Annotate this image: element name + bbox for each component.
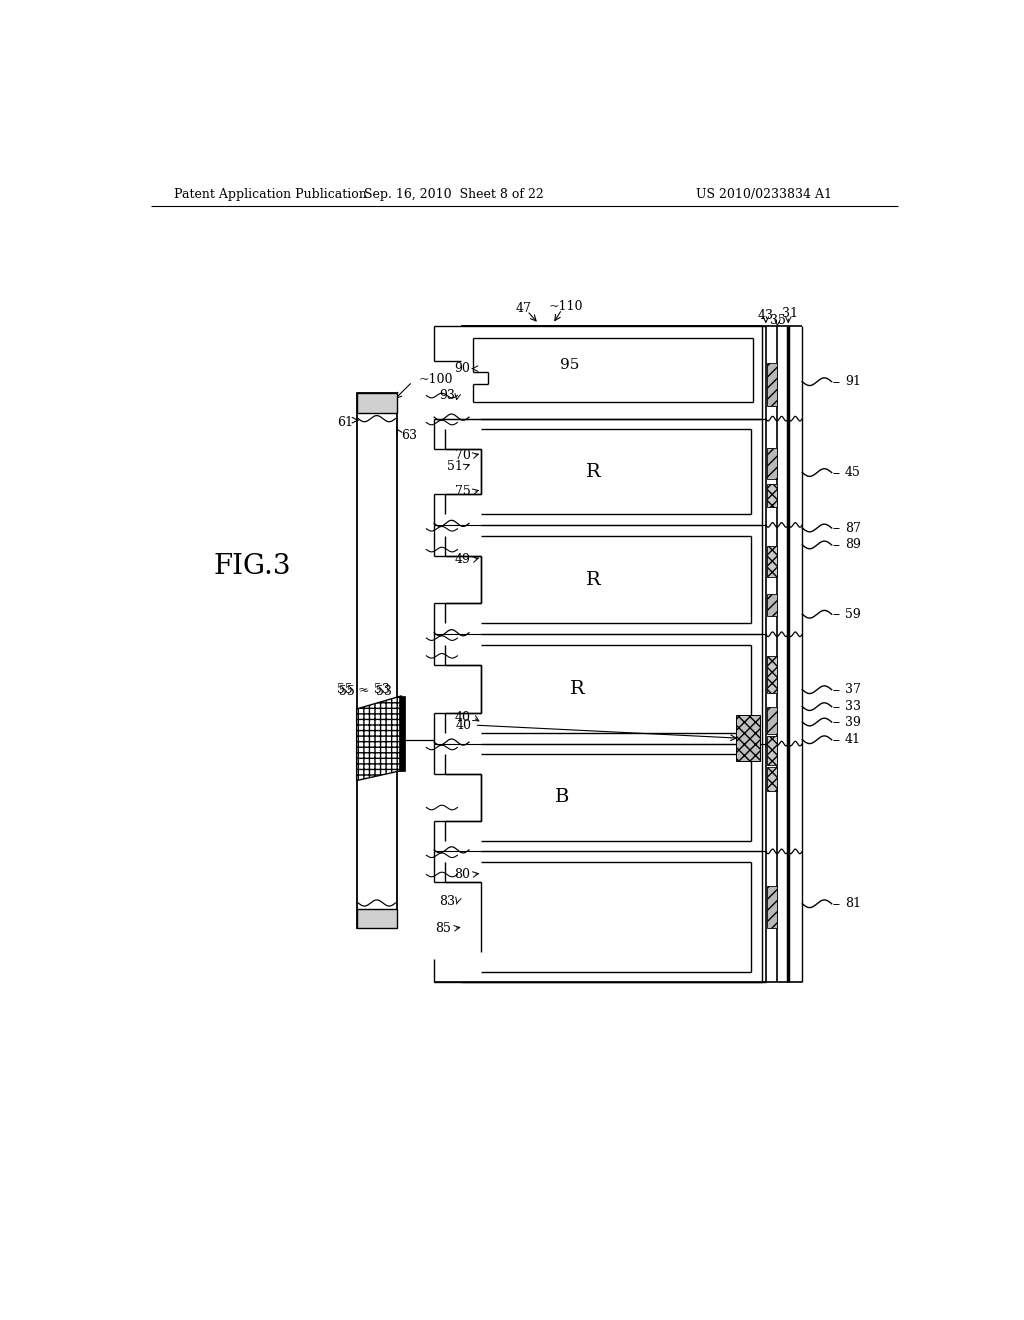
Text: 61: 61 bbox=[337, 416, 352, 429]
Text: 95: 95 bbox=[560, 358, 580, 372]
Text: 47: 47 bbox=[515, 302, 531, 315]
Text: 90: 90 bbox=[455, 362, 471, 375]
Text: 33: 33 bbox=[845, 700, 861, 713]
Bar bbox=[767, 708, 777, 734]
Text: ~: ~ bbox=[357, 684, 368, 696]
Text: ~100: ~100 bbox=[419, 372, 454, 385]
Text: 55: 55 bbox=[339, 685, 355, 698]
Bar bbox=[736, 715, 760, 762]
Text: B: B bbox=[555, 788, 569, 807]
Text: 85: 85 bbox=[435, 921, 452, 935]
Text: 70: 70 bbox=[455, 449, 471, 462]
Text: 40: 40 bbox=[455, 711, 471, 723]
Bar bbox=[767, 656, 777, 693]
Text: 35: 35 bbox=[770, 314, 786, 326]
Text: 83: 83 bbox=[439, 895, 455, 908]
Text: 45: 45 bbox=[845, 466, 861, 479]
Text: ~: ~ bbox=[359, 685, 370, 698]
Bar bbox=[767, 767, 777, 792]
Text: 31: 31 bbox=[782, 306, 798, 319]
Bar bbox=[767, 447, 777, 479]
Bar bbox=[356, 909, 397, 928]
Text: 75: 75 bbox=[455, 486, 471, 499]
Text: R: R bbox=[570, 680, 585, 698]
Text: 55: 55 bbox=[337, 684, 352, 696]
Bar bbox=[767, 886, 777, 928]
Text: 39: 39 bbox=[845, 715, 861, 729]
Text: 91: 91 bbox=[845, 375, 861, 388]
Text: 41: 41 bbox=[845, 733, 861, 746]
Text: 93: 93 bbox=[439, 389, 455, 403]
Text: US 2010/0233834 A1: US 2010/0233834 A1 bbox=[695, 187, 831, 201]
Bar bbox=[767, 546, 777, 577]
Bar bbox=[767, 737, 777, 766]
Text: 53: 53 bbox=[376, 685, 392, 698]
Bar bbox=[767, 484, 777, 507]
Text: 87: 87 bbox=[845, 521, 861, 535]
Polygon shape bbox=[356, 393, 397, 928]
Text: 81: 81 bbox=[845, 898, 861, 911]
Text: 80: 80 bbox=[455, 869, 471, 880]
Text: Sep. 16, 2010  Sheet 8 of 22: Sep. 16, 2010 Sheet 8 of 22 bbox=[364, 187, 544, 201]
Text: 89: 89 bbox=[845, 539, 861, 552]
Text: R: R bbox=[586, 463, 600, 480]
Text: 51: 51 bbox=[446, 459, 463, 473]
Text: 59: 59 bbox=[845, 607, 860, 620]
Text: FIG.3: FIG.3 bbox=[213, 553, 291, 579]
Bar bbox=[399, 696, 406, 771]
Bar bbox=[767, 363, 777, 405]
Text: 63: 63 bbox=[400, 429, 417, 442]
Text: 49: 49 bbox=[455, 553, 471, 566]
Bar bbox=[356, 393, 397, 412]
Text: 53: 53 bbox=[374, 684, 389, 696]
Text: ~110: ~110 bbox=[549, 300, 583, 313]
Text: 40: 40 bbox=[456, 718, 471, 731]
Text: 43: 43 bbox=[758, 309, 774, 322]
Polygon shape bbox=[356, 696, 401, 780]
Text: 37: 37 bbox=[845, 684, 861, 696]
Text: Patent Application Publication: Patent Application Publication bbox=[174, 187, 368, 201]
Bar bbox=[767, 594, 777, 615]
Text: R: R bbox=[586, 570, 600, 589]
